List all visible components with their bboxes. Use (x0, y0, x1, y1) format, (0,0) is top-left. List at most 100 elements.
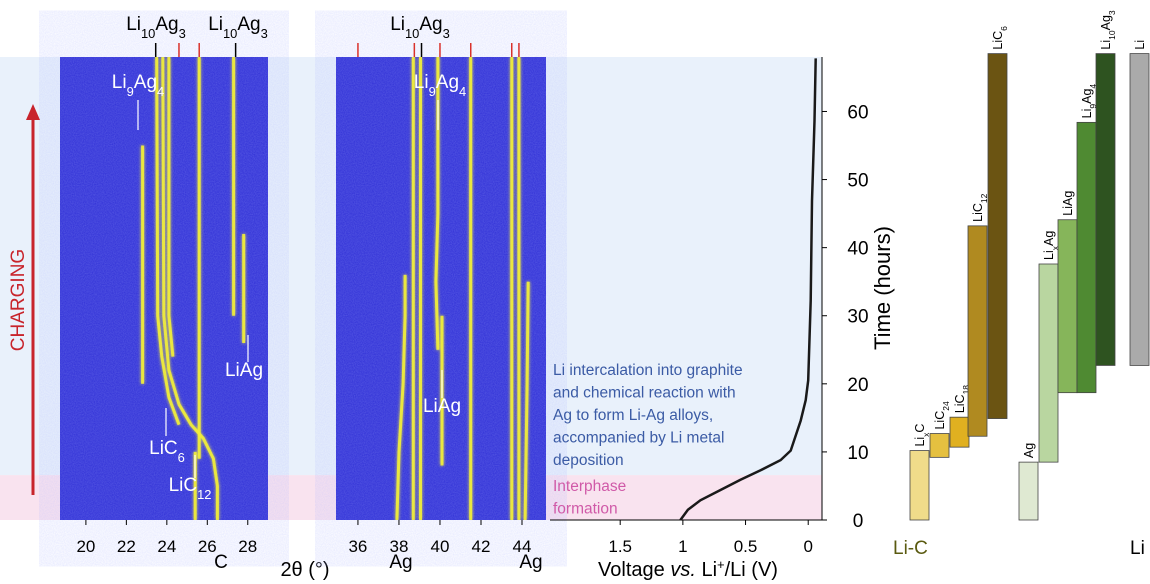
phase-bar (1129, 53, 1150, 366)
phase-label-part: 12 (979, 193, 989, 203)
voltage-curve (679, 58, 817, 521)
annotation-part: Ag (519, 552, 542, 573)
phase-bar (949, 416, 970, 448)
phase-label-part: x (1050, 245, 1060, 250)
annotation-part: Li (414, 72, 429, 93)
annotation: Li9Ag4 (414, 72, 466, 99)
x-tick-label: 40 (431, 537, 450, 556)
annotation-part: Li (112, 72, 127, 93)
annotation-part: Li (126, 14, 141, 35)
phase-label: Li10Ag3 (1099, 10, 1117, 50)
annotation-note: Ag to form Li-Ag alloys, (553, 407, 713, 424)
phase-bar (1076, 121, 1097, 394)
annotation-note: accompanied by Li metal (553, 430, 724, 447)
phase-label-part: 3 (1107, 10, 1117, 15)
annotation-part: 4 (157, 84, 164, 99)
y-tick-label: 30 (847, 307, 868, 328)
x-tick-label: 0 (803, 537, 812, 556)
annotation: Ag (519, 552, 542, 573)
phase-label: Li9Ag4 (1080, 84, 1098, 119)
annotation-part: 4 (459, 84, 466, 99)
phase-label-part: Ag (1042, 231, 1056, 246)
phase-label-part: 10 (1107, 30, 1117, 40)
diffraction-peak (434, 57, 440, 350)
group-label: Li (1130, 538, 1145, 559)
annotation-part: 9 (429, 84, 436, 99)
phase-bar (1038, 263, 1059, 463)
phase-label-part: C (913, 424, 927, 433)
phase-label-part: Li (1080, 109, 1094, 119)
diffraction-peak (167, 57, 175, 357)
phase-label-part: Ag (1099, 15, 1113, 30)
y-tick-label: 20 (847, 375, 868, 396)
phase-label-part: 4 (1088, 84, 1098, 89)
y-tick-label: 60 (847, 102, 868, 123)
annotation: LiC12 (169, 475, 212, 502)
annotation: Li10Ag3 (390, 14, 450, 41)
annotation-part: 9 (127, 84, 134, 99)
phase-bar (1057, 219, 1078, 394)
peaks (395, 57, 530, 520)
annotation: LiAg (423, 396, 461, 417)
x-axis-label: Voltage vs. Li+/Li (V) (598, 557, 778, 582)
x-axis-label-part: + (717, 557, 725, 572)
x-axis-label-part: Li (696, 559, 717, 581)
y-tick-label: 50 (847, 171, 868, 192)
phase-label: LixC (913, 424, 931, 447)
phase-label: LiAg (1061, 191, 1075, 216)
phase-label: LiC6 (991, 26, 1009, 50)
x-tick-label: 1 (678, 537, 687, 556)
phase-bar (987, 53, 1008, 419)
diffraction-peak (155, 57, 181, 426)
annotation: Li10Ag3 (126, 14, 186, 41)
phase-label-part: Li (913, 437, 927, 447)
phase-label-part: Li (1099, 40, 1113, 50)
x-tick-label: 22 (117, 537, 136, 556)
phase-label: LiC24 (933, 401, 951, 429)
annotation-note: deposition (553, 452, 624, 469)
annotation-part: LiAg (423, 396, 461, 417)
annotation: Li9Ag4 (112, 72, 164, 99)
phase-bar (1095, 53, 1116, 366)
annotation-part: Ag (237, 14, 260, 35)
annotation: C (214, 552, 228, 573)
phase-label-part: 9 (1088, 104, 1098, 109)
annotation-note: Li intercalation into graphite (553, 362, 743, 379)
y-tick-label: 10 (847, 443, 868, 464)
phase-label: LixAg (1042, 231, 1060, 260)
annotation-part: Li (390, 14, 405, 35)
phase-label-part: 6 (999, 26, 1009, 31)
annotation-part: 10 (141, 26, 155, 41)
annotation-part: LiC (169, 475, 198, 496)
annotation-part: 3 (261, 26, 268, 41)
x-tick-label: 36 (348, 537, 367, 556)
phase-label-part: LiC (991, 31, 1005, 50)
annotation-part: Ag (155, 14, 178, 35)
phase-label: Ag (1022, 443, 1036, 458)
annotation-part: LiAg (225, 360, 263, 381)
phase-bar (929, 433, 950, 458)
charging-arrowhead (26, 104, 40, 120)
phase-bar (967, 225, 988, 437)
annotation-part: C (214, 552, 228, 573)
phase-label-part: LiC (933, 411, 947, 430)
annotation: Li10Ag3 (208, 14, 268, 41)
y-tick-label: 40 (847, 239, 868, 260)
annotation-part: 10 (223, 26, 237, 41)
x-tick-label: 0.5 (734, 537, 758, 556)
annotation-part: 6 (178, 450, 185, 465)
x-tick-label: 42 (472, 537, 491, 556)
phase-bar (1018, 461, 1039, 521)
phase-label-part: Ag (1080, 89, 1094, 104)
annotation-part: 10 (405, 26, 419, 41)
annotation-part: Li (208, 14, 223, 35)
x-tick-label: 26 (198, 537, 217, 556)
y-axis-label: Time (hours) (870, 226, 895, 350)
x-tick-label: 38 (389, 537, 408, 556)
annotation-part: Ag (419, 14, 442, 35)
annotation-part: 3 (179, 26, 186, 41)
phase-label-part: LiAg (1061, 191, 1075, 216)
phase-label-part: x (921, 432, 931, 437)
